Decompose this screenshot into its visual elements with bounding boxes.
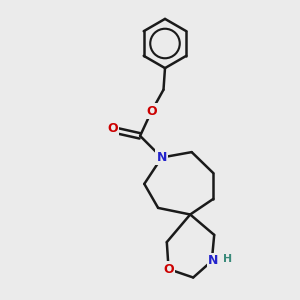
Text: O: O — [146, 105, 157, 118]
Text: O: O — [107, 122, 118, 136]
Text: H: H — [223, 254, 232, 265]
Text: O: O — [163, 262, 174, 276]
Text: N: N — [208, 254, 218, 268]
Text: N: N — [157, 151, 167, 164]
